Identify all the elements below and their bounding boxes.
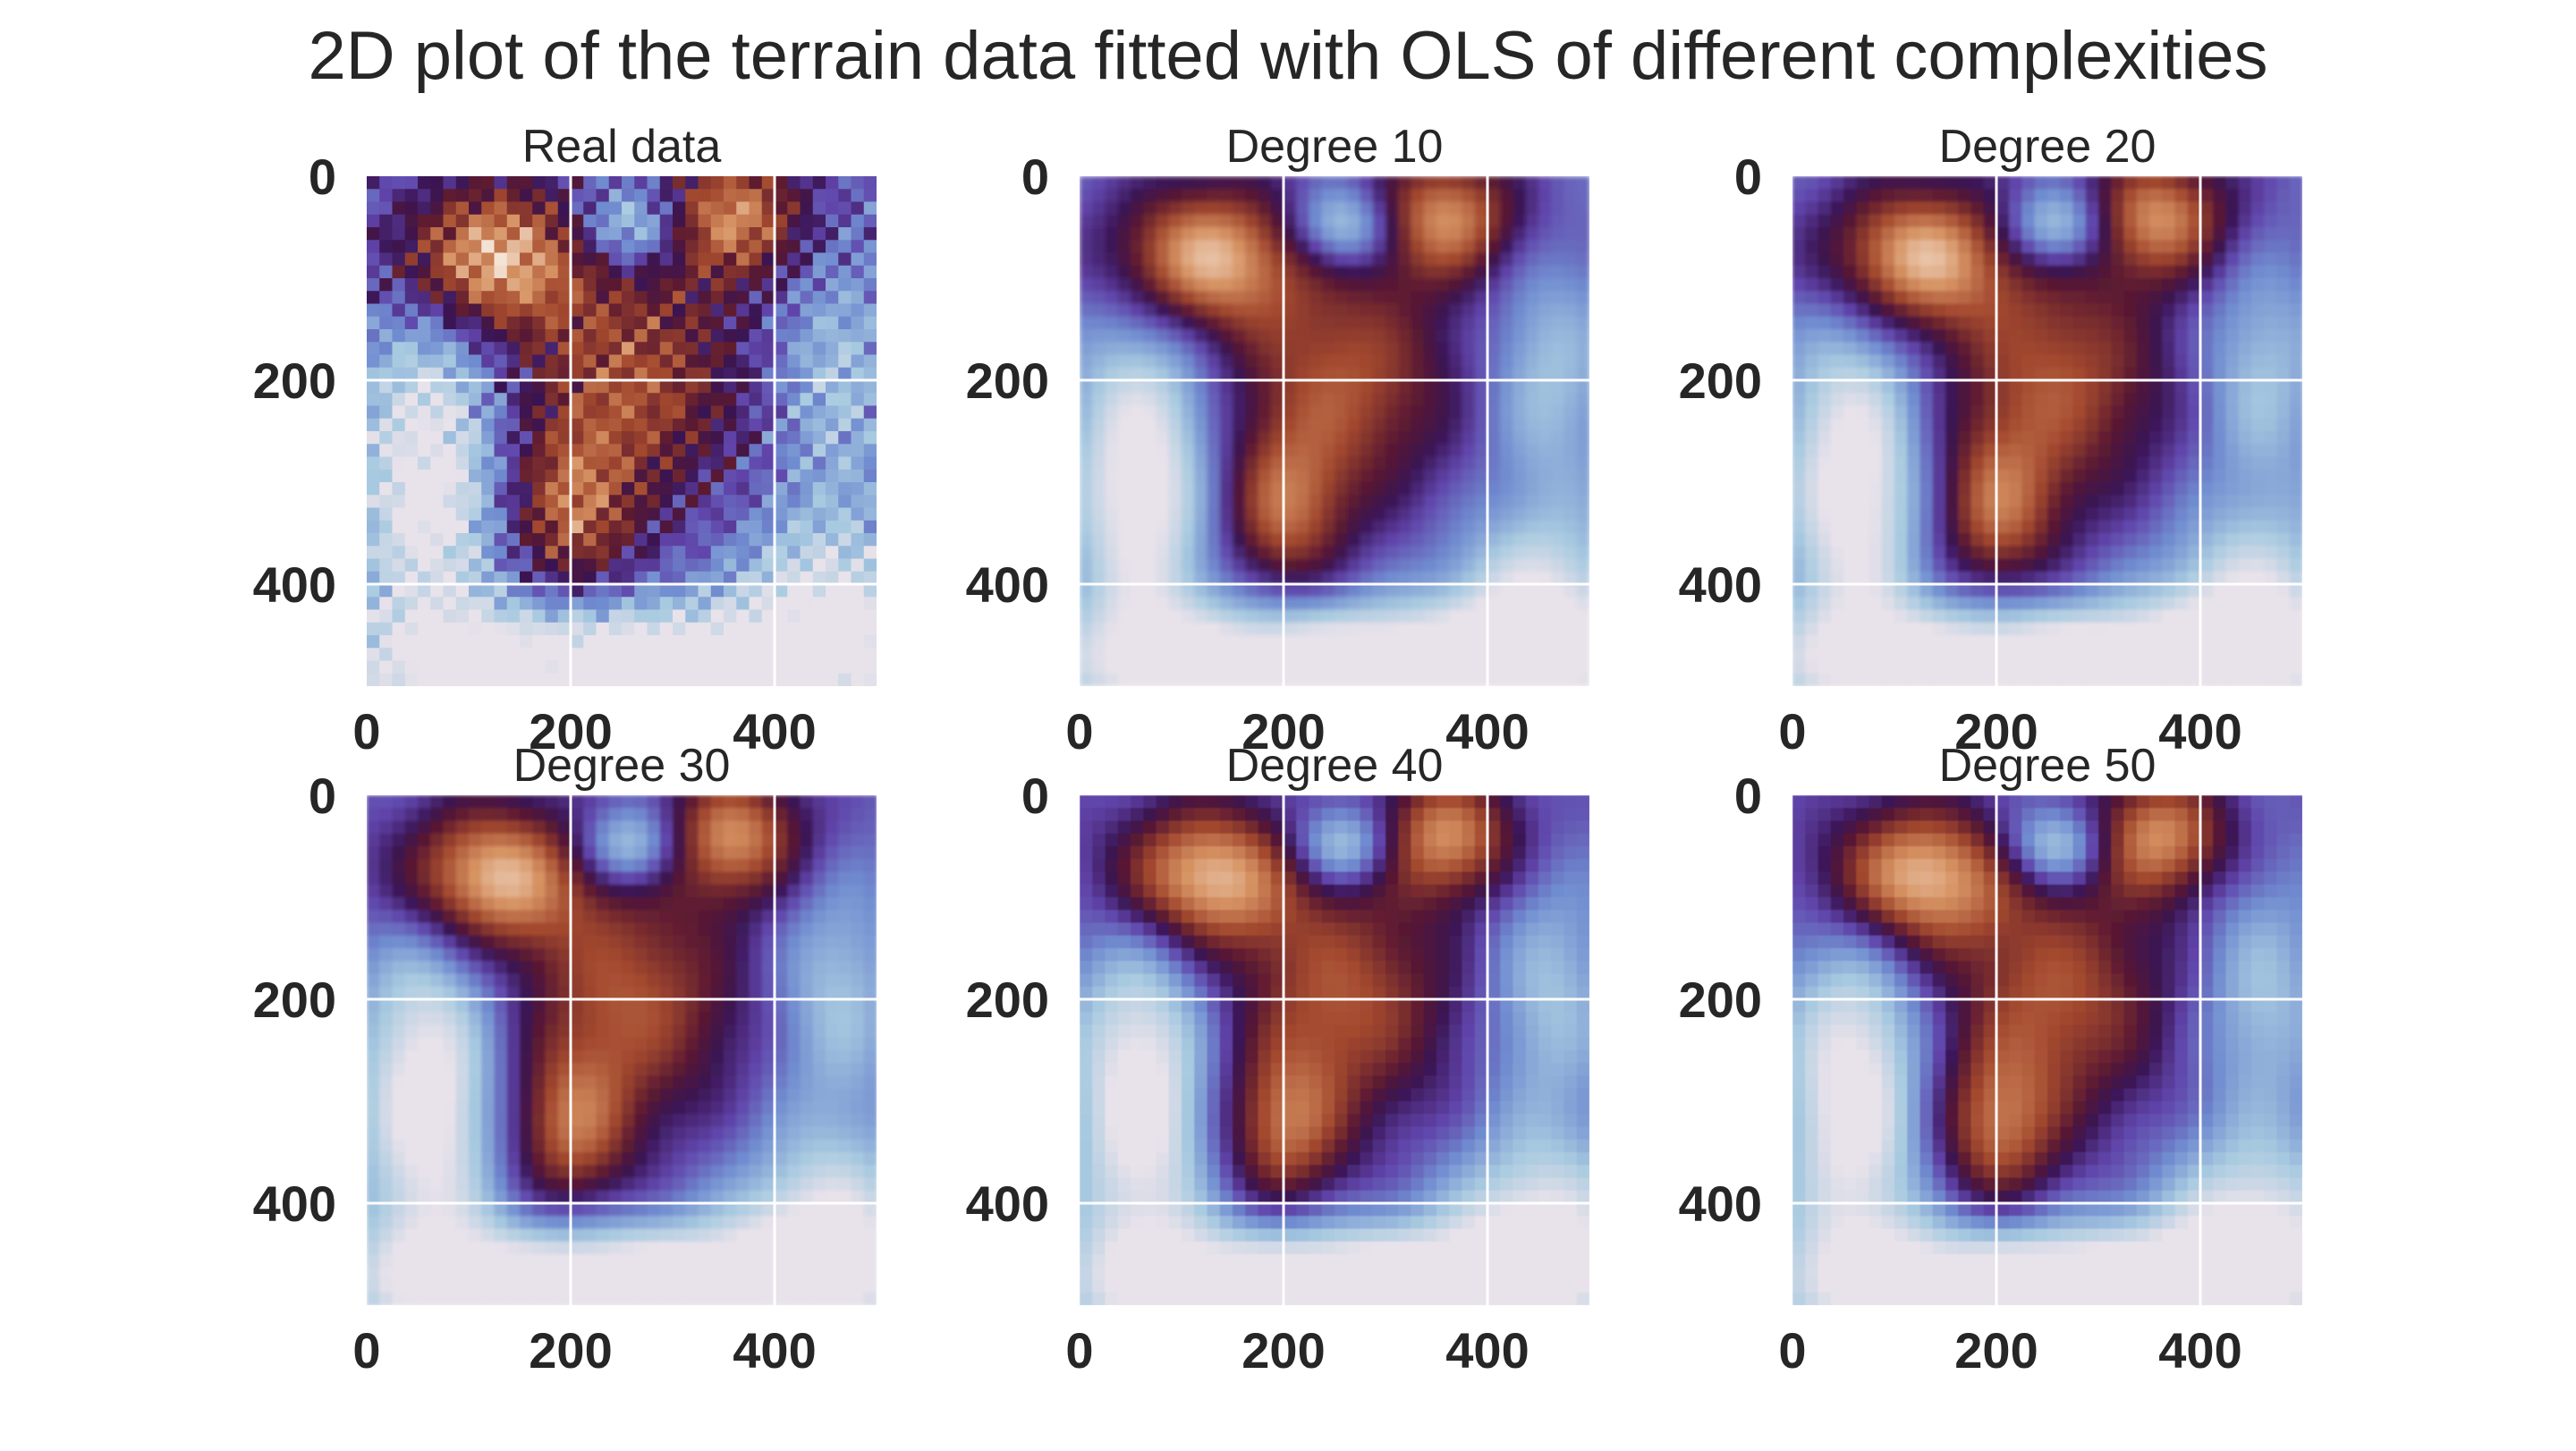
y-tick-label: 0 xyxy=(309,148,336,205)
subplot-degree-50: Degree 50 0 200 400 0 200 400 xyxy=(1679,740,2302,1379)
y-tick-label: 0 xyxy=(1021,148,1049,205)
y-tick-label: 400 xyxy=(966,556,1049,613)
y-tick-label: 0 xyxy=(1734,768,1762,824)
heatmap-image xyxy=(1792,176,2302,686)
x-tick-label: 200 xyxy=(529,703,612,759)
x-tick-label: 0 xyxy=(1778,703,1806,759)
y-tick-label: 200 xyxy=(1679,352,1762,409)
y-tick-label: 400 xyxy=(966,1175,1049,1232)
subplot-degree-10: Degree 10 0 200 400 0 200 400 xyxy=(966,121,1589,759)
y-tick-label: 200 xyxy=(966,352,1049,409)
subplot-title: Degree 20 xyxy=(1939,121,2157,173)
subplot-title: Degree 30 xyxy=(513,740,731,792)
y-tick-label: 0 xyxy=(1734,148,1762,205)
x-tick-label: 200 xyxy=(1241,703,1325,759)
figure-suptitle: 2D plot of the terrain data fitted with … xyxy=(308,18,2267,94)
heatmap-image xyxy=(367,176,877,686)
subplot-title: Degree 50 xyxy=(1939,740,2157,792)
y-tick-label: 200 xyxy=(253,972,336,1028)
subplot-degree-40: Degree 40 0 200 400 0 200 400 xyxy=(966,740,1589,1379)
y-tick-label: 400 xyxy=(253,556,336,613)
x-tick-label: 400 xyxy=(2158,1322,2241,1379)
x-tick-label: 0 xyxy=(352,703,380,759)
subplot-degree-30: Degree 30 0 200 400 0 200 400 xyxy=(253,740,877,1379)
x-tick-label: 200 xyxy=(1954,703,2038,759)
y-tick-label: 400 xyxy=(1679,556,1762,613)
x-tick-label: 0 xyxy=(1065,703,1093,759)
subplot-degree-20: Degree 20 0 200 400 0 200 400 xyxy=(1679,121,2302,759)
subplot-title: Degree 40 xyxy=(1226,740,1444,792)
subplot-title: Real data xyxy=(522,121,722,173)
y-tick-label: 400 xyxy=(253,1175,336,1232)
x-tick-label: 0 xyxy=(352,1322,380,1379)
x-tick-label: 0 xyxy=(1778,1322,1806,1379)
heatmap-image xyxy=(1080,176,1589,686)
x-tick-label: 400 xyxy=(1445,1322,1529,1379)
x-tick-label: 400 xyxy=(1445,703,1529,759)
heatmap-image xyxy=(1792,795,2302,1305)
heatmap-image xyxy=(367,795,877,1305)
x-tick-label: 400 xyxy=(2158,703,2241,759)
heatmap-image xyxy=(1080,795,1589,1305)
y-tick-label: 400 xyxy=(1679,1175,1762,1232)
x-tick-label: 0 xyxy=(1065,1322,1093,1379)
x-tick-label: 400 xyxy=(733,703,816,759)
subplot-title: Degree 10 xyxy=(1226,121,1444,173)
x-tick-label: 200 xyxy=(529,1322,612,1379)
x-tick-label: 200 xyxy=(1241,1322,1325,1379)
x-tick-label: 200 xyxy=(1954,1322,2038,1379)
subplot-grid: Real data 0 200 400 0 200 400 Degree 10 0 200 400 0… xyxy=(253,121,2302,1379)
subplot-real-data: Real data 0 200 400 0 200 400 xyxy=(253,121,877,759)
y-tick-label: 0 xyxy=(1021,768,1049,824)
y-tick-label: 200 xyxy=(966,972,1049,1028)
y-tick-label: 200 xyxy=(253,352,336,409)
y-tick-label: 0 xyxy=(309,768,336,824)
y-tick-label: 200 xyxy=(1679,972,1762,1028)
x-tick-label: 400 xyxy=(733,1322,816,1379)
